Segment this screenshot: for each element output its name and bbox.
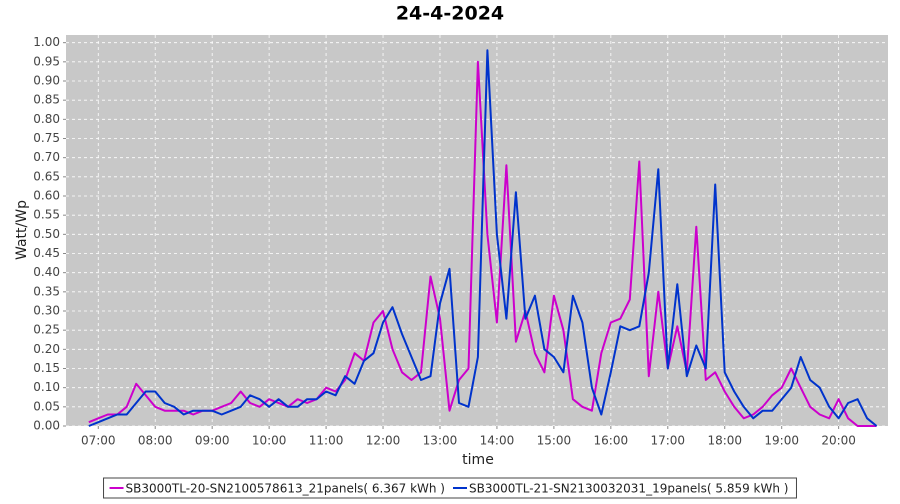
- x-tick-label: 09:00: [195, 434, 230, 448]
- x-tick-label: 16:00: [594, 434, 629, 448]
- y-tick-label: 0.10: [33, 380, 60, 394]
- x-tick-label: 15:00: [537, 434, 572, 448]
- chart-title: 24-4-2024: [396, 3, 504, 25]
- x-axis-label: time: [462, 452, 494, 468]
- y-tick-label: 0.75: [33, 131, 60, 145]
- x-tick-label: 17:00: [650, 434, 685, 448]
- y-tick-label: 0.90: [33, 74, 60, 88]
- y-tick-label: 0.15: [33, 361, 60, 375]
- x-tick-label: 07:00: [81, 434, 116, 448]
- y-tick-label: 0.65: [33, 169, 60, 183]
- x-tick-label: 10:00: [252, 434, 287, 448]
- x-tick-label: 11:00: [309, 434, 344, 448]
- legend-label: SB3000TL-21-SN2130032031_19panels( 5.859…: [469, 482, 788, 496]
- y-tick-label: 0.20: [33, 342, 60, 356]
- y-tick-label: 0.55: [33, 208, 60, 222]
- y-tick-label: 0.85: [33, 93, 60, 107]
- y-axis-label: Watt/Wp: [14, 200, 30, 260]
- y-tick-label: 0.95: [33, 54, 60, 68]
- x-tick-label: 13:00: [423, 434, 458, 448]
- y-tick-label: 0.80: [33, 112, 60, 126]
- x-tick-label: 14:00: [480, 434, 515, 448]
- y-tick-label: 0.70: [33, 150, 60, 164]
- y-tick-label: 0.60: [33, 189, 60, 203]
- x-tick-label: 20:00: [821, 434, 856, 448]
- y-tick-label: 0.05: [33, 399, 60, 413]
- y-tick-label: 0.35: [33, 284, 60, 298]
- y-tick-label: 0.50: [33, 227, 60, 241]
- series-line: [88, 60, 877, 427]
- x-tick-label: 18:00: [707, 434, 742, 448]
- x-tick-label: 19:00: [764, 434, 799, 448]
- y-tick-label: 1.00: [33, 35, 60, 49]
- x-tick-label: 12:00: [366, 434, 401, 448]
- legend-box: [103, 477, 797, 499]
- y-tick-label: 0.40: [33, 265, 60, 279]
- legend-label: SB3000TL-20-SN2100578613_21panels( 6.367…: [126, 482, 445, 496]
- y-tick-label: 0.45: [33, 246, 60, 260]
- y-tick-label: 0.00: [33, 419, 60, 433]
- y-tick-label: 0.25: [33, 323, 60, 337]
- series-line: [88, 49, 878, 427]
- y-tick-label: 0.30: [33, 304, 60, 318]
- x-tick-label: 08:00: [138, 434, 173, 448]
